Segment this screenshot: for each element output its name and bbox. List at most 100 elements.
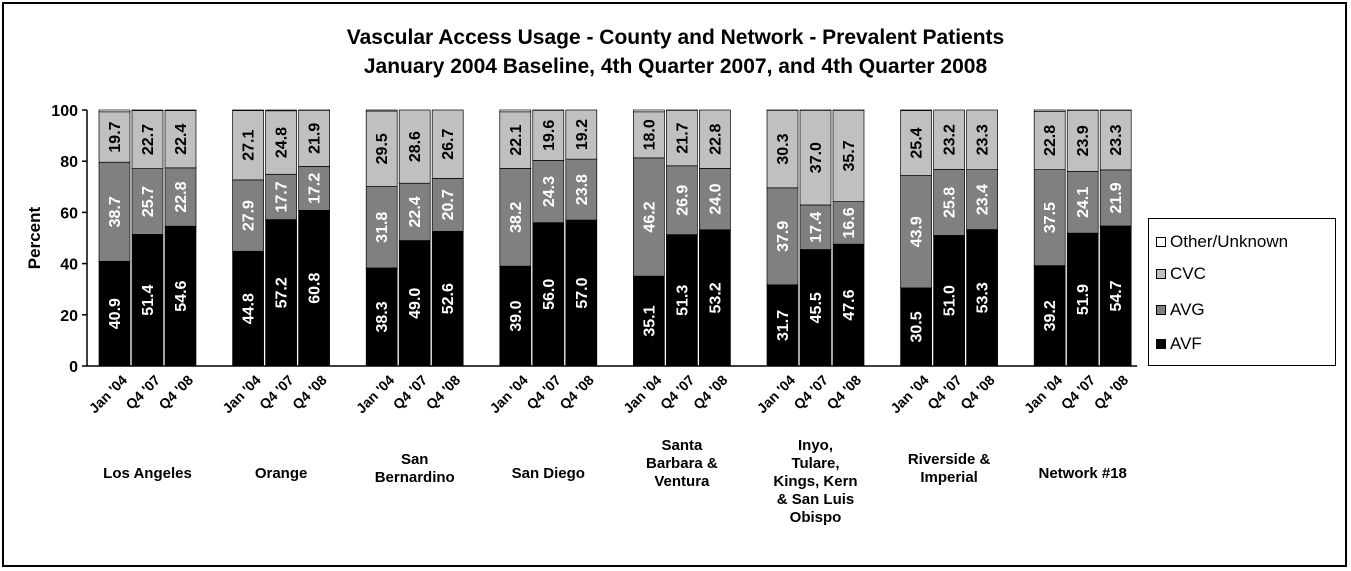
bar-orange-2-cvc <box>298 109 330 167</box>
bar-san-bernardino-0-other-unknown <box>365 109 398 112</box>
bar-network-18-1-avg <box>1066 171 1099 234</box>
data-label-network-18-0-avf: 39.2 <box>1042 300 1059 331</box>
bar-santa-barbara-ventura-0-avg <box>633 157 665 277</box>
bar-riverside-imperial-0-cvc <box>900 110 932 176</box>
x-tick-label-san-bernardino-2: Q4 '08 <box>423 372 464 413</box>
bar-orange-2-avg <box>298 165 330 211</box>
data-label-network-18-1-avg: 24.1 <box>1075 187 1092 218</box>
legend-swatch-cvc <box>1156 269 1166 279</box>
bar-santa-barbara-ventura-1-avf <box>666 234 698 367</box>
bar-network-18-2-avg <box>1099 169 1132 227</box>
data-label-santa-barbara-ventura-2-cvc: 22.8 <box>707 124 724 155</box>
data-label-santa-barbara-ventura-0-avg: 46.2 <box>641 201 658 232</box>
bar-orange-0-other-unknown <box>232 109 264 111</box>
data-label-san-diego-2-avg: 23.8 <box>574 174 591 205</box>
data-label-network-18-1-cvc: 23.9 <box>1075 125 1092 156</box>
bar-san-bernardino-2-avg <box>431 178 464 232</box>
bar-los-angeles-1-cvc <box>131 110 164 169</box>
bar-los-angeles-0-cvc <box>98 111 131 163</box>
x-tick-label-riverside-imperial-0: Jan '04 <box>887 372 932 417</box>
data-label-san-diego-1-avg: 24.3 <box>541 176 558 207</box>
x-tick-label-san-diego-0: Jan '04 <box>486 372 531 417</box>
data-label-san-diego-1-cvc: 19.6 <box>541 120 558 151</box>
data-label-los-angeles-1-avf: 51.4 <box>140 285 157 316</box>
data-label-santa-barbara-ventura-1-avf: 51.3 <box>674 285 691 316</box>
legend-swatch-avf <box>1156 339 1166 349</box>
y-tick-label-100: 100 <box>51 103 78 120</box>
x-tick-label-network-18-1: Q4 '07 <box>1058 372 1099 413</box>
data-label-orange-2-avf: 60.8 <box>307 273 324 304</box>
bar-santa-barbara-ventura-2-avf <box>699 229 731 367</box>
bar-riverside-imperial-2-avg <box>966 169 998 230</box>
data-label-san-diego-2-cvc: 19.2 <box>574 119 591 150</box>
data-label-san-diego-1-avf: 56.0 <box>541 279 558 310</box>
bar-san-diego-2-avf <box>565 219 598 367</box>
data-label-santa-barbara-ventura-2-avg: 24.0 <box>707 183 724 214</box>
bar-orange-0-avg <box>232 179 264 252</box>
data-label-san-diego-0-avg: 38.2 <box>508 202 525 233</box>
y-tick-label-0: 0 <box>69 359 78 376</box>
bar-los-angeles-2-avg <box>164 167 197 227</box>
data-label-santa-barbara-ventura-2-avf: 53.2 <box>707 282 724 313</box>
bar-network-18-0-other-unknown <box>1033 109 1066 112</box>
bar-inyo-tulare-kings-kern-san-luis-obispo-2-cvc <box>832 109 865 202</box>
bar-los-angeles-1-avf <box>131 234 164 367</box>
bar-inyo-tulare-kings-kern-san-luis-obispo-0-avg <box>766 187 799 286</box>
data-label-los-angeles-0-cvc: 19.7 <box>107 121 124 152</box>
data-label-san-bernardino-1-cvc: 28.6 <box>407 131 424 162</box>
data-label-los-angeles-2-avg: 22.8 <box>173 181 190 212</box>
legend-item-other-unknown: Other/Unknown <box>1156 229 1288 255</box>
data-label-san-bernardino-0-avf: 38.3 <box>374 301 391 332</box>
bar-inyo-tulare-kings-kern-san-luis-obispo-2-avf <box>832 243 865 367</box>
data-label-san-bernardino-0-cvc: 29.5 <box>374 133 391 164</box>
bar-santa-barbara-ventura-1-avg <box>666 165 698 236</box>
legend-label-avf: AVF <box>1170 334 1202 353</box>
bar-inyo-tulare-kings-kern-san-luis-obispo-0-cvc <box>766 109 799 189</box>
data-label-riverside-imperial-0-avg: 43.9 <box>909 216 926 247</box>
data-label-orange-1-avf: 57.2 <box>274 277 291 308</box>
data-label-inyo-tulare-kings-kern-san-luis-obispo-1-cvc: 37.0 <box>808 142 825 173</box>
x-tick-label-orange-2: Q4 '08 <box>289 372 330 413</box>
legend-label-other-unknown: Other/Unknown <box>1170 232 1289 251</box>
data-label-san-bernardino-1-avg: 22.4 <box>407 196 424 227</box>
legend-item-avg: AVG <box>1156 297 1205 323</box>
bar-network-18-1-avf <box>1066 232 1099 367</box>
bar-san-diego-1-avg <box>532 160 565 223</box>
group-label-santa-barbara-ventura: Santa Barbara & Ventura <box>646 437 718 490</box>
bar-san-diego-1-cvc <box>532 109 565 161</box>
bar-santa-barbara-ventura-0-cvc <box>633 111 665 159</box>
x-tick-label-san-bernardino-0: Jan '04 <box>353 372 398 417</box>
bar-los-angeles-0-other-unknown <box>98 109 131 113</box>
bar-san-bernardino-0-cvc <box>365 110 398 187</box>
group-label-network-18: Network #18 <box>1039 465 1127 482</box>
data-label-los-angeles-0-avg: 38.7 <box>107 196 124 227</box>
bar-network-18-0-cvc <box>1033 110 1066 170</box>
bar-orange-2-avf <box>298 210 330 367</box>
bar-san-bernardino-2-cvc <box>431 109 464 179</box>
bar-network-18-2-avf <box>1099 225 1132 367</box>
legend-label-cvc: CVC <box>1170 264 1206 283</box>
data-label-san-bernardino-2-avf: 52.6 <box>440 283 457 314</box>
group-label-san-bernardino: San Bernardino <box>375 451 455 486</box>
bar-orange-1-cvc <box>265 110 297 175</box>
data-label-los-angeles-2-avf: 54.6 <box>173 280 190 311</box>
bar-inyo-tulare-kings-kern-san-luis-obispo-1-avg <box>799 204 832 250</box>
bar-riverside-imperial-0-avf <box>900 287 932 367</box>
data-label-san-diego-0-avf: 39.0 <box>508 300 525 331</box>
bar-network-18-1-cvc <box>1066 109 1099 172</box>
bar-santa-barbara-ventura-2-cvc <box>699 109 731 169</box>
x-tick-label-network-18-2: Q4 '08 <box>1091 372 1132 413</box>
bar-inyo-tulare-kings-kern-san-luis-obispo-0-avf <box>766 284 799 367</box>
bar-inyo-tulare-kings-kern-san-luis-obispo-1-cvc <box>799 109 832 206</box>
data-label-san-diego-0-cvc: 22.1 <box>508 124 525 155</box>
bar-santa-barbara-ventura-0-avf <box>633 275 665 367</box>
data-label-los-angeles-1-cvc: 22.7 <box>140 124 157 155</box>
data-label-san-bernardino-2-cvc: 26.7 <box>440 129 457 160</box>
data-label-inyo-tulare-kings-kern-san-luis-obispo-2-avg: 16.6 <box>841 207 858 238</box>
bar-san-diego-0-avg <box>499 168 532 267</box>
bar-santa-barbara-ventura-0-other-unknown <box>633 109 665 113</box>
y-axis-label: Percent <box>25 206 44 269</box>
legend-swatch-avg <box>1156 305 1166 315</box>
group-label-orange: Orange <box>255 465 308 482</box>
